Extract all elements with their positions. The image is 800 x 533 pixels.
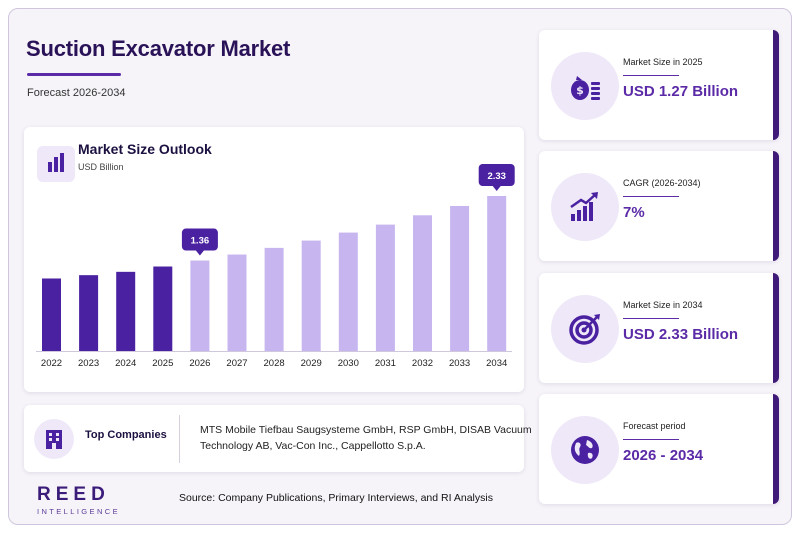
chart-card: Market Size Outlook USD Billion 2022 2023…: [24, 127, 524, 392]
x-tick-label: 2032: [412, 358, 433, 369]
stat-rule: [623, 318, 679, 319]
top-companies-label: Top Companies: [85, 429, 167, 441]
stat-rule: [623, 439, 679, 440]
stat-card-market-size-2025: $ Market Size in 2025 USD 1.27 Billion: [539, 30, 779, 140]
bar-2028: [264, 247, 284, 351]
x-tick-label: 2031: [375, 358, 396, 369]
reed-intelligence-logo: REED INTELLIGENCE: [37, 484, 120, 516]
bar-2025: [153, 266, 173, 351]
bar-2030: [338, 232, 358, 351]
data-label: 2.33: [487, 171, 506, 182]
x-tick-label: 2034: [486, 358, 507, 369]
target-icon: [551, 295, 619, 363]
stat-value: USD 2.33 Billion: [623, 326, 739, 343]
bar-chart: 2022 2023 2024 2025 2026 1.36 2027 2028 2029 2030…: [36, 164, 515, 369]
stat-value: 7%: [623, 204, 645, 221]
stat-value: USD 1.27 Billion: [623, 83, 739, 100]
x-tick-label: 2022: [41, 358, 62, 369]
building-icon: [34, 419, 74, 459]
stat-label: Market Size in 2034: [623, 300, 703, 310]
divider: [179, 415, 180, 463]
title-underline: [27, 73, 121, 76]
bar-2022: [42, 278, 61, 351]
bar-2034: [487, 196, 507, 351]
stat-card-forecast-period: Forecast period 2026 - 2034: [539, 394, 779, 504]
bar-2029: [301, 240, 321, 351]
callout-pointer: [195, 250, 204, 256]
x-tick-label: 2029: [301, 358, 322, 369]
bar-2033: [450, 205, 470, 351]
page-subtitle: Forecast 2026-2034: [27, 87, 126, 99]
bar-2032: [413, 215, 432, 351]
growth-chart-icon: [551, 173, 619, 241]
page-title: Suction Excavator Market: [26, 36, 291, 61]
chart-unit: USD Billion: [78, 162, 124, 172]
x-tick-label: 2030: [338, 358, 359, 369]
stat-value: 2026 - 2034: [623, 447, 704, 464]
bar-chart-icon: [37, 146, 75, 182]
stat-card-cagr: CAGR (2026-2034) 7%: [539, 151, 779, 261]
chart-title: Market Size Outlook: [78, 141, 212, 157]
x-tick-label: 2024: [115, 358, 136, 369]
companies-card: Top Companies MTS Mobile Tiefbau Saugsys…: [24, 405, 532, 472]
source-note: Source: Company Publications, Primary In…: [179, 492, 493, 504]
money-bag-icon: $: [551, 52, 619, 120]
bar-2023: [79, 275, 99, 351]
bar-2024: [116, 271, 136, 351]
callout-box: [478, 164, 515, 186]
data-label: 1.36: [191, 236, 210, 247]
bar-2026: [190, 260, 210, 351]
callout-box: [181, 228, 218, 251]
x-tick-label: 2028: [264, 358, 285, 369]
svg-text:$: $: [576, 84, 584, 97]
stat-card-market-size-2034: Market Size in 2034 USD 2.33 Billion: [539, 273, 779, 383]
globe-icon: [551, 416, 619, 484]
stat-rule: [623, 75, 679, 76]
callout-pointer: [492, 186, 501, 191]
x-tick-label: 2026: [189, 358, 210, 369]
x-tick-label: 2033: [449, 358, 470, 369]
x-tick-label: 2027: [226, 358, 247, 369]
stat-label: Forecast period: [623, 421, 686, 431]
stat-label: CAGR (2026-2034): [623, 178, 701, 188]
bar-2031: [375, 224, 395, 351]
stat-label: Market Size in 2025: [623, 57, 703, 67]
top-companies-list: MTS Mobile Tiefbau Saugsysteme GmbH, RSP…: [200, 424, 532, 452]
x-tick-label: 2023: [78, 358, 99, 369]
x-tick-label: 2025: [152, 358, 173, 369]
bar-2027: [227, 254, 247, 351]
stat-rule: [623, 196, 679, 197]
